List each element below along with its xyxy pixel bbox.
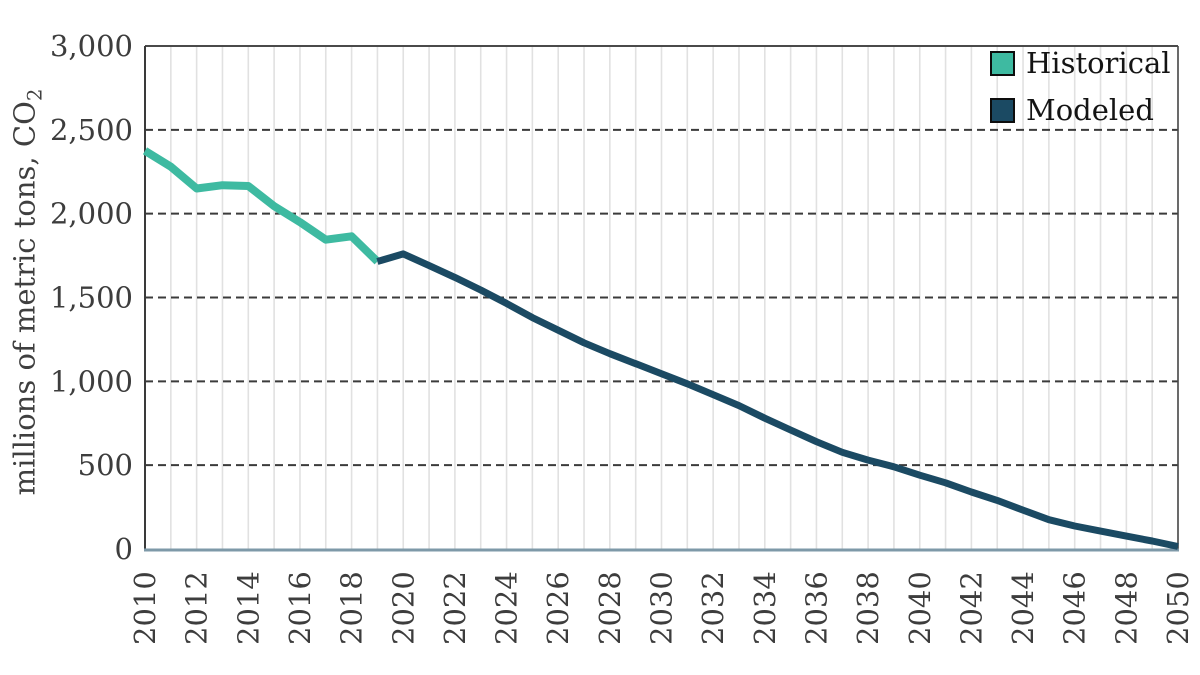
x-tick-label: 2034	[748, 571, 782, 645]
x-tick-label: 2030	[645, 571, 679, 645]
x-tick-label: 2032	[696, 571, 730, 645]
legend-label-historical: Historical	[1026, 45, 1171, 80]
legend-item-historical: Historical	[990, 45, 1171, 80]
x-tick-label: 2046	[1058, 571, 1092, 645]
y-tick-label: 2,000	[50, 197, 133, 231]
modeled-swatch-icon	[990, 97, 1015, 123]
y-tick-label: 2,500	[50, 113, 133, 147]
legend-label-modeled: Modeled	[1026, 92, 1154, 127]
x-tick-label: 2020	[386, 571, 420, 645]
x-tick-label: 2038	[851, 571, 885, 645]
x-tick-label: 2026	[541, 571, 575, 645]
x-tick-label: 2044	[1006, 571, 1040, 645]
y-tick-label: 0	[115, 532, 133, 566]
x-tick-label: 2048	[1109, 571, 1143, 645]
x-tick-label: 2018	[335, 571, 369, 645]
legend: Historical Modeled	[990, 45, 1171, 143]
x-tick-label: 2024	[490, 571, 524, 645]
x-tick-label: 2036	[799, 571, 833, 645]
x-tick-label: 2050	[1161, 571, 1195, 645]
legend-item-modeled: Modeled	[990, 92, 1171, 127]
x-tick-label: 2022	[438, 571, 472, 645]
y-tick-label: 1,000	[50, 364, 133, 398]
co2-subscript: 2	[23, 88, 47, 102]
y-tick-label: 1,500	[50, 281, 133, 315]
x-tick-label: 2016	[283, 571, 317, 645]
x-tick-label: 2014	[231, 571, 265, 645]
x-tick-label: 2042	[954, 571, 988, 645]
x-tick-label: 2040	[903, 571, 937, 645]
y-axis-title-text: millions of metric tons, CO	[7, 101, 42, 496]
series-line-historical	[142, 147, 381, 265]
series-line-modeled	[376, 250, 1179, 550]
x-tick-label: 2028	[593, 571, 627, 645]
historical-swatch-icon	[990, 50, 1015, 76]
x-tick-label: 2010	[128, 571, 162, 645]
y-axis-title: millions of metric tons, CO2	[8, 89, 47, 496]
y-tick-label: 500	[78, 448, 133, 482]
y-tick-label: 3,000	[50, 29, 133, 63]
x-tick-label: 2012	[180, 571, 214, 645]
